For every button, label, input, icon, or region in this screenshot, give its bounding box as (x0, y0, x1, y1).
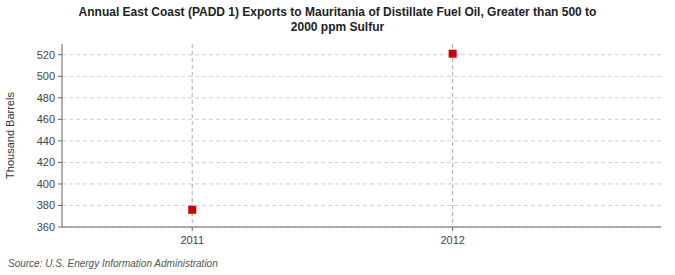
y-grid-line (62, 227, 661, 228)
y-grid-line (62, 54, 661, 55)
grid (62, 55, 661, 227)
y-grid-line (62, 205, 661, 206)
x-tick (192, 227, 193, 231)
y-grid-line (62, 119, 661, 120)
y-tick-label: 480 (37, 92, 55, 104)
y-tick-label: 440 (37, 135, 55, 147)
y-tick (58, 183, 62, 184)
y-tick (58, 140, 62, 141)
y-axis-line (62, 44, 63, 227)
chart-svg: Annual East Coast (PADD 1) Exports to Ma… (0, 0, 675, 275)
x-tick-label: 2011 (180, 234, 204, 246)
title: Annual East Coast (PADD 1) Exports to Ma… (79, 5, 597, 34)
point-vline (452, 44, 453, 227)
y-tick (58, 97, 62, 98)
plot-marks (188, 44, 456, 227)
y-grid-line (62, 162, 661, 163)
x-axis-line (62, 227, 661, 228)
y-grid-line (62, 183, 661, 184)
y-grid-line (62, 76, 661, 77)
y-tick-label: 420 (37, 156, 55, 168)
point (188, 206, 196, 214)
y-tick (58, 162, 62, 163)
point (449, 50, 457, 58)
x-tick-label: 2012 (440, 234, 464, 246)
x-tick (452, 227, 453, 231)
source-note: Source: U.S. Energy Information Administ… (8, 258, 218, 269)
chart-container: Annual East Coast (PADD 1) Exports to Ma… (0, 0, 675, 275)
title-line: 2000 ppm Sulfur (291, 20, 385, 34)
background (0, 0, 675, 275)
y-tick (58, 205, 62, 206)
y-tick-label: 500 (37, 70, 55, 82)
y-tick (58, 119, 62, 120)
y-tick-label: 460 (37, 113, 55, 125)
y-grid-line (62, 97, 661, 98)
y-tick-label: 400 (37, 178, 55, 190)
y-grid-line (62, 140, 661, 141)
y-tick (58, 227, 62, 228)
y-tick (58, 76, 62, 77)
y-tick-label: 380 (37, 199, 55, 211)
y-axis-label: Thousand Barrels (4, 92, 16, 179)
y-tick-label: 520 (37, 49, 55, 61)
y-tick-label: 360 (37, 221, 55, 233)
point-vline (192, 44, 193, 227)
y-tick (58, 54, 62, 55)
title-line: Annual East Coast (PADD 1) Exports to Ma… (79, 5, 597, 19)
